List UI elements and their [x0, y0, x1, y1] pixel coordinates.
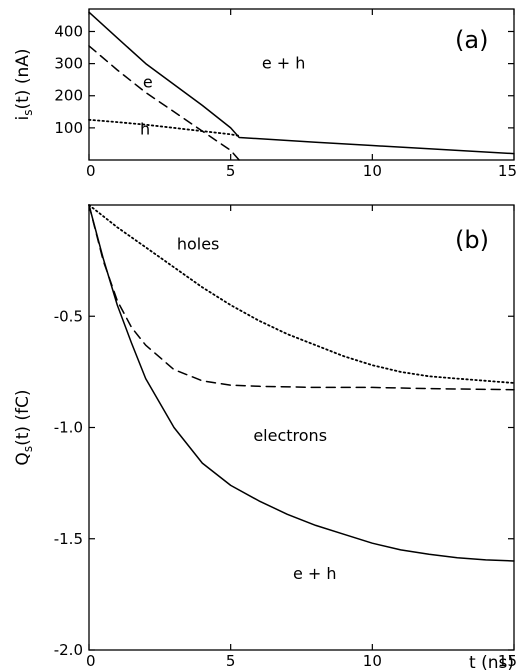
y-tick-label-b: -2.0 — [54, 641, 83, 659]
x-tick-label-a: 0 — [86, 162, 96, 180]
x-tick-label-a: 5 — [226, 162, 236, 180]
x-axis-title-b: t (ns) — [469, 653, 514, 671]
annotation-holes-b: holes — [177, 235, 220, 254]
y-axis-title-a: is(t) (nA) — [13, 48, 35, 120]
series-line-e-a — [88, 45, 240, 161]
annotation-electrons-b: electrons — [253, 426, 327, 445]
annotation-h-a: h — [140, 119, 150, 138]
x-tick-label-a: 10 — [363, 162, 382, 180]
series-line-eh-b — [88, 204, 515, 562]
annotation-eh-a: e + h — [262, 53, 306, 72]
y-axis-title-b: Qs(t) (fC) — [13, 389, 35, 465]
x-tick-label-b: 5 — [226, 652, 236, 670]
y-tick-label-b: -1.0 — [54, 419, 83, 437]
x-tick-label-b: 15 — [498, 652, 517, 670]
annotation-eh-b: e + h — [293, 564, 337, 583]
series-line-eh-a — [88, 11, 515, 155]
x-tick-label-b: 0 — [86, 652, 96, 670]
annotation-e-a: e — [143, 73, 153, 92]
x-tick-label-b: 10 — [363, 652, 382, 670]
y-tick-label-a: 200 — [54, 87, 83, 105]
y-tick-label-a: 400 — [54, 22, 83, 40]
y-tick-label-a: 100 — [54, 119, 83, 137]
plot-frame-a — [88, 8, 515, 161]
y-tick-label-b: -1.5 — [54, 530, 83, 548]
series-line-electrons-b — [88, 204, 515, 391]
series-line-h-a — [88, 118, 241, 137]
y-tick-label-a: 300 — [54, 55, 83, 73]
y-tick-label-b: -0.5 — [54, 307, 83, 325]
panel-label-b: (b) — [455, 226, 489, 254]
series-line-holes-b — [88, 204, 515, 384]
x-tick-label-a: 15 — [498, 162, 517, 180]
panel-label-a: (a) — [455, 26, 488, 54]
